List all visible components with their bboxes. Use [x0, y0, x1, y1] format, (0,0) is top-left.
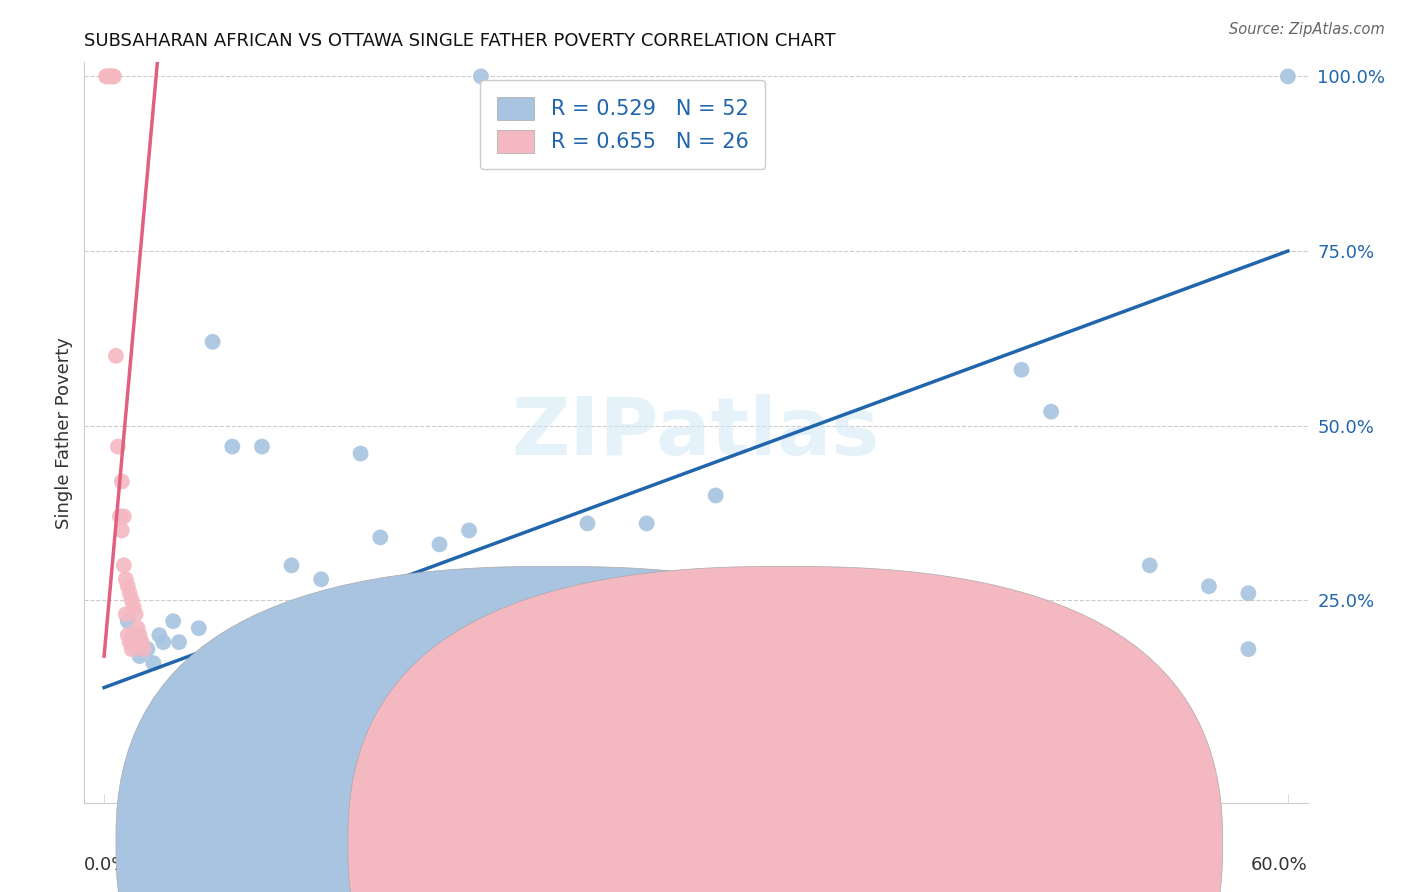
Point — [148, 628, 170, 642]
Point — [950, 656, 973, 670]
Point — [309, 572, 332, 586]
Text: Ottawa: Ottawa — [808, 834, 873, 852]
Point — [1237, 586, 1260, 600]
Point — [606, 600, 628, 615]
Point — [1080, 684, 1102, 698]
Point — [118, 586, 141, 600]
Point — [980, 670, 1002, 684]
Point — [98, 70, 121, 84]
Point — [136, 642, 159, 657]
Point — [221, 440, 243, 454]
Point — [1198, 579, 1220, 593]
Point — [162, 614, 184, 628]
Point — [117, 628, 139, 642]
Point — [103, 70, 125, 84]
Text: SUBSAHARAN AFRICAN VS OTTAWA SINGLE FATHER POVERTY CORRELATION CHART: SUBSAHARAN AFRICAN VS OTTAWA SINGLE FATH… — [84, 32, 837, 50]
Point — [201, 334, 224, 349]
Text: ZIPatlas: ZIPatlas — [512, 393, 880, 472]
Point — [1080, 684, 1102, 698]
Point — [636, 516, 658, 531]
Point — [470, 70, 492, 84]
Point — [104, 349, 127, 363]
Text: Source: ZipAtlas.com: Source: ZipAtlas.com — [1229, 22, 1385, 37]
Point — [97, 70, 120, 84]
Point — [94, 70, 117, 84]
Point — [118, 635, 141, 649]
Point — [1040, 405, 1063, 419]
Point — [128, 628, 150, 642]
Point — [429, 537, 451, 551]
Point — [872, 614, 894, 628]
Point — [399, 614, 422, 628]
Point — [128, 649, 150, 664]
Point — [655, 621, 678, 635]
Point — [108, 509, 131, 524]
Point — [101, 70, 124, 84]
Point — [576, 516, 599, 531]
Point — [368, 530, 391, 544]
Point — [117, 614, 139, 628]
Point — [132, 642, 155, 657]
Text: 0.0%: 0.0% — [84, 855, 129, 873]
Point — [1237, 642, 1260, 657]
Point — [250, 440, 273, 454]
Point — [280, 558, 302, 573]
Point — [349, 446, 371, 460]
Point — [122, 600, 145, 615]
Point — [488, 607, 510, 622]
Point — [121, 593, 143, 607]
Point — [458, 524, 481, 538]
Point — [124, 607, 146, 622]
Point — [131, 635, 153, 649]
Point — [547, 614, 569, 628]
Point — [121, 642, 143, 657]
Point — [114, 572, 136, 586]
Point — [142, 656, 165, 670]
Point — [1277, 70, 1299, 84]
Point — [112, 558, 135, 573]
Point — [152, 635, 174, 649]
Legend: R = 0.529   N = 52, R = 0.655   N = 26: R = 0.529 N = 52, R = 0.655 N = 26 — [479, 80, 765, 169]
Point — [1011, 363, 1033, 377]
Y-axis label: Single Father Poverty: Single Father Poverty — [55, 336, 73, 529]
Point — [783, 628, 806, 642]
Point — [724, 628, 747, 642]
Point — [111, 475, 134, 489]
Point — [127, 621, 149, 635]
Point — [675, 586, 697, 600]
Point — [111, 524, 134, 538]
Point — [112, 509, 135, 524]
Point — [803, 642, 825, 657]
Point — [107, 440, 129, 454]
Point — [744, 642, 766, 657]
Point — [960, 628, 983, 642]
Point — [122, 628, 145, 642]
Point — [1139, 558, 1161, 573]
Point — [132, 642, 155, 657]
Text: 60.0%: 60.0% — [1251, 855, 1308, 873]
Point — [187, 621, 209, 635]
Point — [763, 635, 786, 649]
Point — [114, 607, 136, 622]
Point — [823, 670, 845, 684]
Point — [517, 593, 540, 607]
Point — [704, 488, 727, 502]
Point — [921, 642, 943, 657]
Text: Sub-Saharan Africans: Sub-Saharan Africans — [574, 834, 766, 852]
Point — [842, 649, 865, 664]
Point — [117, 579, 139, 593]
Point — [167, 635, 190, 649]
